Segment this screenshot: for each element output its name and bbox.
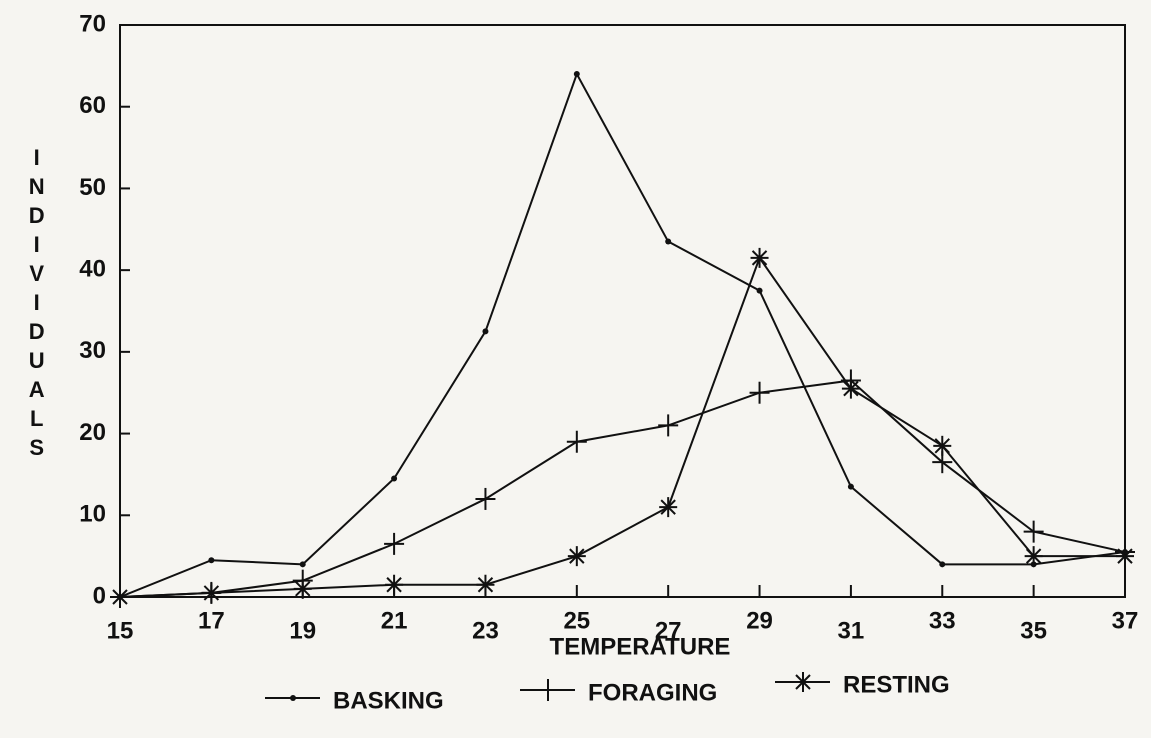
x-axis-label: TEMPERATURE (550, 633, 731, 660)
point-marker (573, 71, 580, 78)
point-marker (658, 414, 679, 437)
point-marker (1024, 546, 1043, 567)
point-marker (794, 672, 812, 692)
series-line (119, 71, 1126, 598)
series-line (119, 255, 1125, 598)
point-marker (475, 487, 496, 510)
point-marker (749, 381, 770, 404)
marker-stroke (751, 250, 768, 266)
point-marker (385, 574, 404, 595)
point-marker (538, 679, 558, 701)
y-tick-label: 40 (79, 255, 106, 282)
marker-stroke (477, 577, 494, 593)
point-marker (293, 578, 312, 599)
point-marker (1116, 546, 1134, 567)
x-tick-label: 29 (746, 607, 773, 634)
legend-item: RESTING (775, 671, 950, 698)
series-line (119, 379, 1126, 598)
point-marker (482, 328, 489, 335)
marker-stroke (934, 438, 950, 454)
legend-label: RESTING (843, 671, 950, 698)
marker-dot (756, 287, 763, 294)
point-marker (202, 582, 221, 603)
marker-dot (391, 475, 398, 482)
x-tick-label: 23 (472, 617, 499, 644)
plot-frame (119, 24, 1126, 598)
marker-stroke (843, 380, 859, 397)
marker-dot (573, 71, 580, 78)
point-marker (939, 561, 946, 568)
legend-label: FORAGING (588, 679, 717, 706)
point-marker (566, 430, 587, 453)
marker-dot (847, 483, 854, 490)
point-marker (567, 546, 586, 567)
point-marker (111, 587, 129, 607)
point-marker (208, 557, 215, 564)
marker-stroke (295, 581, 311, 597)
marker-dot (290, 695, 296, 701)
y-tick-label: 0 (93, 582, 106, 609)
marker-stroke (1117, 548, 1133, 564)
x-tick-label: 35 (1020, 617, 1047, 644)
marker-stroke (795, 674, 811, 690)
point-marker (290, 695, 296, 701)
y-axis-label: INDIVIDUALS (24, 145, 49, 464)
marker-stroke (569, 548, 585, 564)
point-marker (299, 561, 306, 568)
marker-stroke (386, 577, 402, 593)
x-tick-label: 21 (381, 607, 408, 634)
point-marker (847, 483, 854, 490)
marker-dot (482, 328, 489, 335)
x-tick-label: 31 (838, 617, 865, 644)
point-marker (659, 497, 678, 518)
point-marker (665, 238, 672, 245)
point-marker (841, 378, 860, 399)
y-tick-label: 10 (79, 501, 106, 528)
y-tick-label: 70 (79, 10, 106, 37)
y-tick-label: 20 (79, 419, 106, 446)
marker-dot (665, 238, 672, 245)
marker-dot (208, 557, 215, 564)
point-marker (933, 435, 952, 456)
y-tick-label: 30 (79, 337, 106, 364)
x-tick-label: 37 (1112, 607, 1139, 634)
point-marker (756, 287, 763, 294)
point-marker (384, 532, 405, 555)
point-marker (1023, 520, 1044, 543)
marker-stroke (112, 589, 128, 605)
point-marker (750, 247, 769, 268)
x-tick-label: 19 (289, 617, 316, 644)
legend-item: FORAGING (520, 679, 717, 706)
y-tick-label: 60 (79, 92, 106, 119)
y-tick-label: 50 (79, 174, 106, 201)
marker-dot (939, 561, 946, 568)
legend-label: BASKING (333, 687, 444, 714)
x-tick-label: 15 (107, 617, 134, 644)
point-marker (476, 574, 495, 595)
marker-dot (299, 561, 306, 568)
marker-stroke (1025, 548, 1042, 564)
x-tick-label: 27 (655, 617, 682, 644)
x-tick-label: 25 (563, 607, 590, 634)
marker-stroke (660, 499, 676, 515)
marker-stroke (203, 585, 220, 601)
point-marker (391, 475, 398, 482)
x-tick-label: 17 (198, 607, 225, 634)
x-tick-label: 33 (929, 607, 956, 634)
legend-item: BASKING (265, 687, 444, 714)
